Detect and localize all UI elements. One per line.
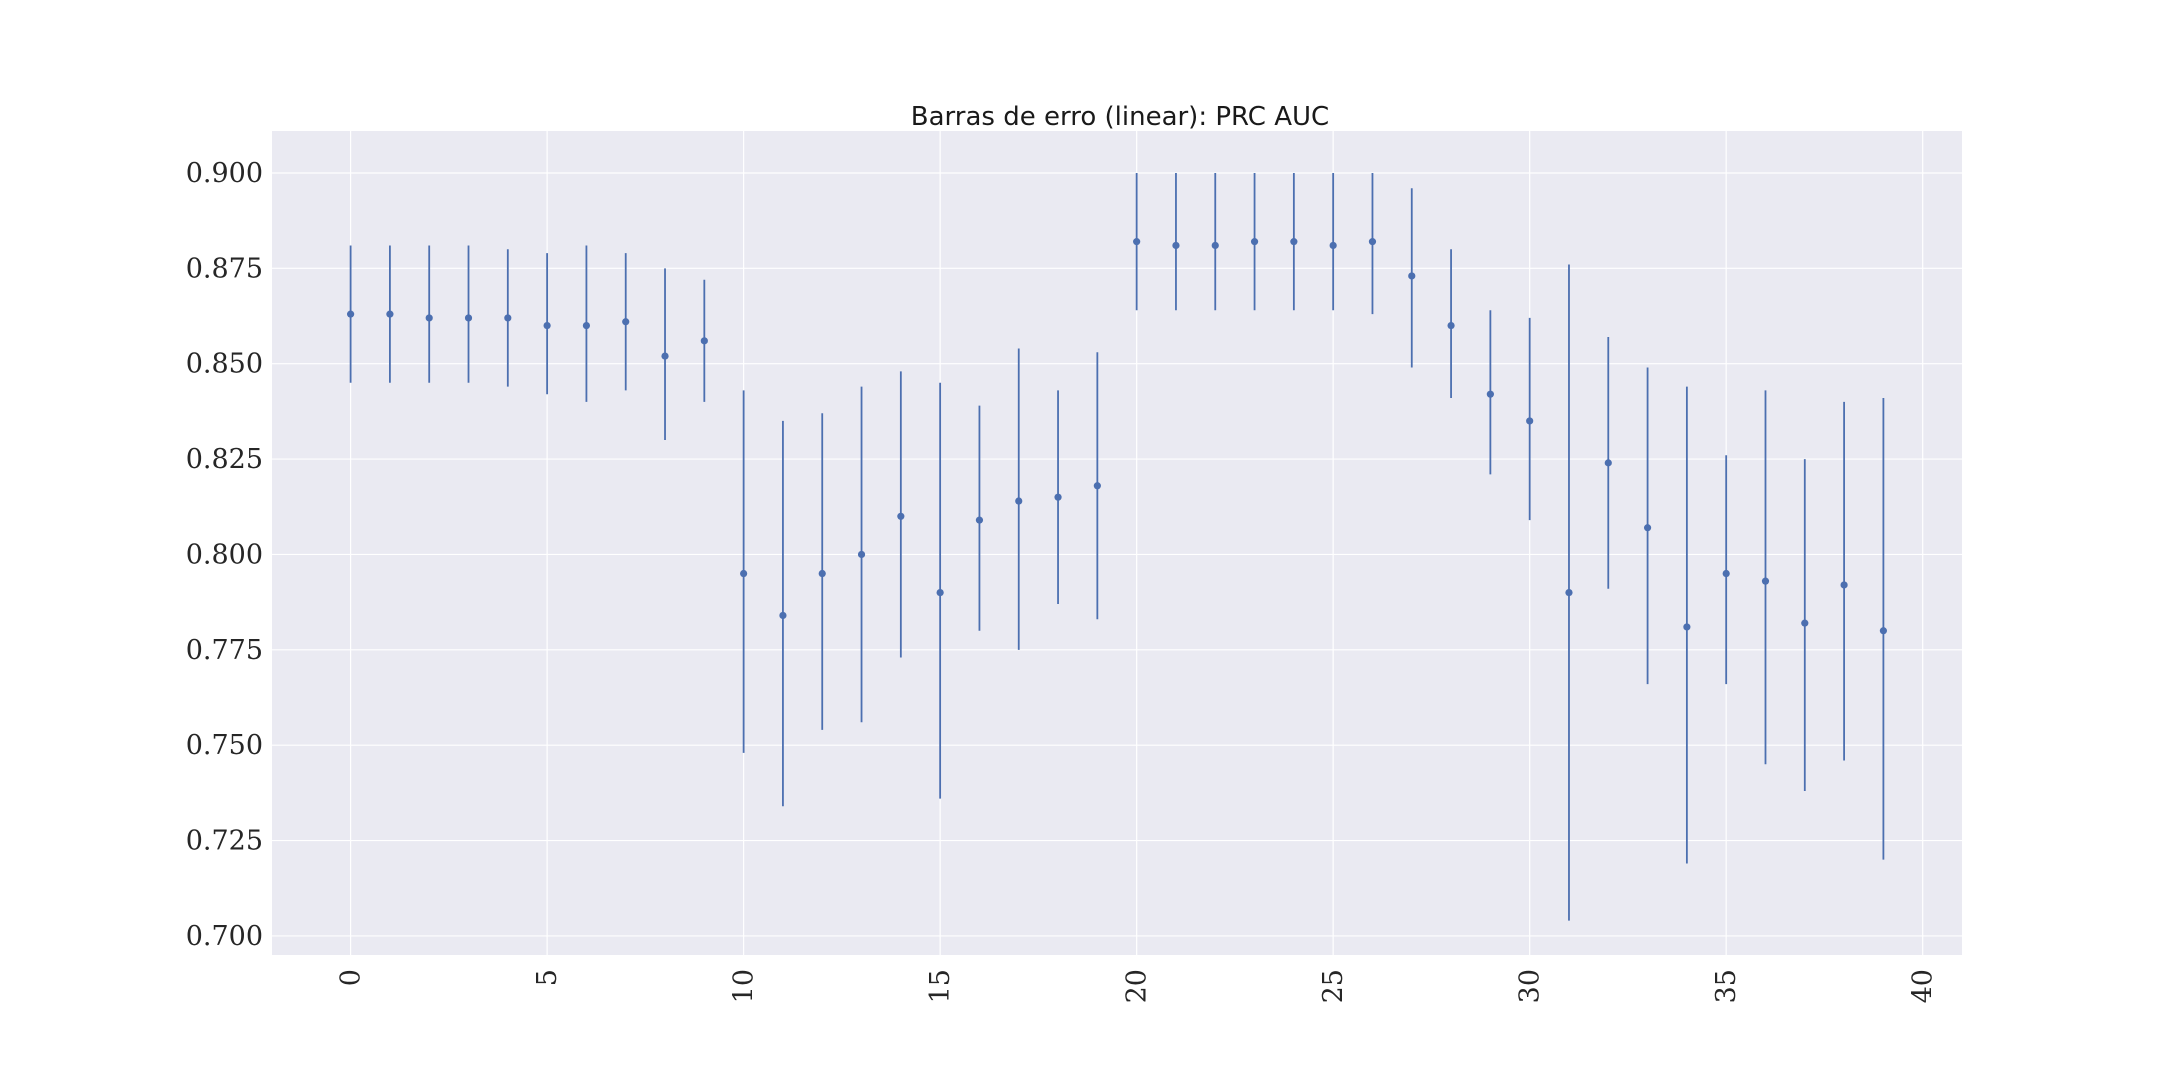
- data-point: [582, 321, 591, 330]
- data-point: [975, 516, 984, 524]
- plot-area: [272, 131, 1962, 955]
- data-point: [1643, 524, 1652, 532]
- data-point: [1879, 627, 1887, 635]
- data-point: [1840, 581, 1848, 589]
- x-tick-label: 0: [336, 969, 367, 986]
- x-axis-tick-labels: 0 5 10 15 20 25 30 35 40: [336, 969, 1939, 1003]
- x-tick-label: 40: [1908, 969, 1939, 1003]
- data-point: [818, 569, 826, 578]
- y-tick-label: 0.850: [186, 349, 263, 380]
- data-point: [347, 310, 355, 318]
- y-tick-label: 0.750: [186, 730, 263, 761]
- y-tick-label: 0.825: [186, 444, 263, 475]
- data-point: [1486, 390, 1494, 398]
- x-tick-label: 10: [729, 969, 760, 1003]
- y-axis-tick-labels: 0.700 0.725 0.750 0.775 0.800 0.825 0.850 0.875…: [186, 158, 263, 952]
- data-point: [1329, 241, 1337, 250]
- y-tick-label: 0.900: [186, 158, 263, 189]
- y-tick-label: 0.700: [186, 921, 263, 952]
- y-tick-label: 0.800: [186, 539, 263, 570]
- data-point: [504, 314, 512, 322]
- data-point: [1683, 623, 1691, 631]
- data-point: [425, 314, 433, 322]
- data-point: [1290, 238, 1298, 246]
- data-point: [700, 337, 708, 345]
- data-point: [622, 318, 630, 326]
- data-point: [661, 352, 669, 360]
- y-tick-label: 0.875: [186, 253, 263, 284]
- data-point: [1015, 497, 1023, 505]
- data-point: [543, 321, 551, 330]
- data-point: [1565, 588, 1573, 597]
- x-tick-label: 5: [532, 969, 563, 986]
- data-point: [1801, 619, 1809, 627]
- x-tick-label: 30: [1515, 969, 1546, 1003]
- x-tick-label: 20: [1122, 969, 1153, 1003]
- data-point: [1093, 482, 1101, 490]
- data-point: [1722, 569, 1730, 578]
- data-points: [347, 238, 1887, 635]
- data-point: [464, 314, 473, 322]
- data-point: [740, 569, 748, 578]
- data-point: [1604, 459, 1612, 467]
- y-tick-label: 0.725: [186, 826, 263, 857]
- data-point: [1250, 238, 1259, 246]
- data-point: [1368, 238, 1377, 246]
- data-point: [1172, 241, 1180, 250]
- data-point: [936, 588, 944, 597]
- data-point: [779, 611, 787, 620]
- data-point: [897, 512, 905, 520]
- x-tick-label: 15: [925, 969, 956, 1003]
- data-point: [1447, 321, 1455, 330]
- y-tick-label: 0.775: [186, 635, 263, 666]
- data-point: [1761, 577, 1770, 585]
- data-point: [1133, 238, 1141, 246]
- data-point: [857, 550, 866, 559]
- x-tick-label: 25: [1318, 969, 1349, 1003]
- data-point: [386, 310, 394, 318]
- data-point: [1054, 493, 1062, 501]
- chart-title: Barras de erro (linear): PRC AUC: [911, 102, 1329, 132]
- data-point: [1211, 241, 1219, 250]
- x-tick-label: 35: [1711, 969, 1742, 1003]
- data-point: [1408, 272, 1416, 280]
- data-point: [1526, 417, 1534, 425]
